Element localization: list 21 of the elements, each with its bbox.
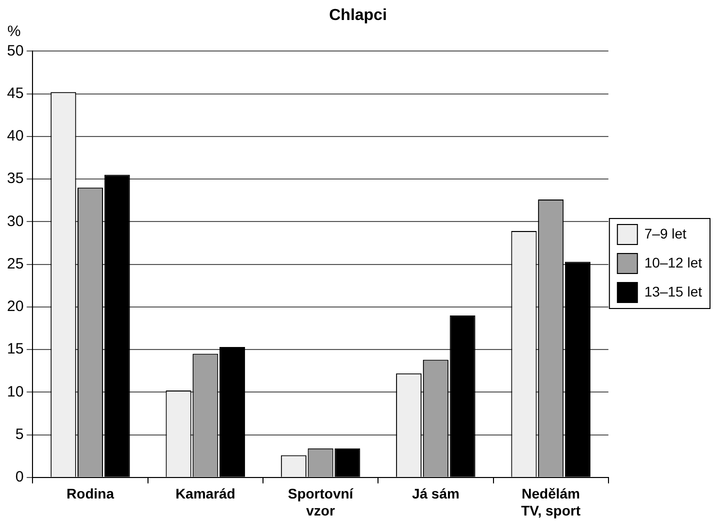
y-tick-label: 30 <box>6 212 24 230</box>
x-tick-label: Kamarád <box>175 486 236 502</box>
y-tick-label: 40 <box>6 128 24 145</box>
legend-label: 10–12 let <box>644 254 702 270</box>
y-tick-label: 20 <box>6 298 24 316</box>
y-axis-title: % <box>7 22 21 40</box>
x-tick-label: Sportovní vzor <box>288 486 354 518</box>
y-tick-label: 10 <box>6 383 24 400</box>
y-tick-label: 25 <box>6 255 24 272</box>
y-tick-label: 35 <box>6 170 24 188</box>
y-tick-label: 50 <box>6 42 24 60</box>
chart-title: Chlapci <box>329 7 387 24</box>
legend-label: 7–9 let <box>644 225 687 242</box>
y-tick-label: 45 <box>6 84 24 102</box>
x-tick-label: Rodina <box>66 486 114 502</box>
legend-label: 13–15 let <box>644 283 702 300</box>
x-tick-label: Nedělám TV, sport <box>521 486 581 518</box>
y-tick-label: 0 <box>15 468 24 486</box>
x-tick-label: Já sám <box>412 486 460 502</box>
y-tick-label: 5 <box>15 426 24 443</box>
y-tick-label: 15 <box>6 340 24 358</box>
